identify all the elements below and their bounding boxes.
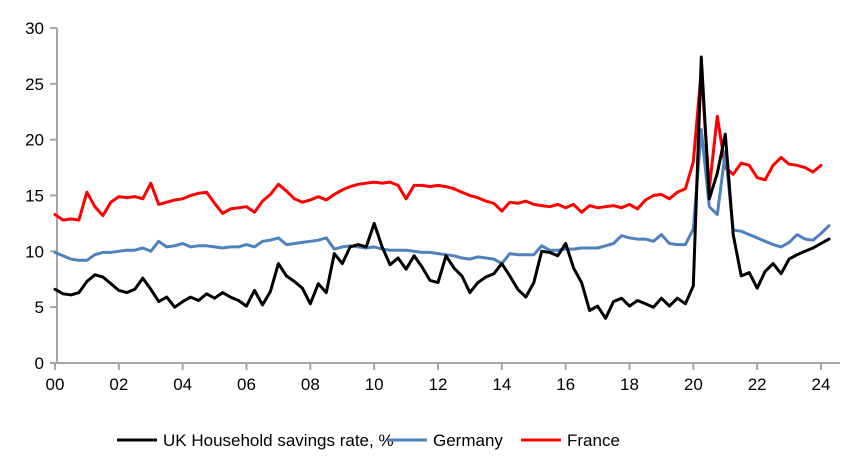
y-tick-label: 20 (25, 131, 44, 150)
y-tick-label: 5 (35, 298, 44, 317)
x-tick-label: 06 (237, 375, 256, 394)
axes: 0 5 10 15 20 25 30 00 02 04 06 08 10 12 14 16 18 20 22 24 (25, 19, 840, 394)
x-tick-label: 12 (429, 375, 448, 394)
legend: UK Household savings rate, % Germany Franc… (117, 431, 620, 450)
y-tick-label: 0 (35, 354, 44, 373)
x-tick-label: 08 (301, 375, 320, 394)
legend-item-france: France (521, 431, 620, 450)
x-tick-label: 10 (365, 375, 384, 394)
series-line-uk-household-savings-rate (53, 55, 831, 320)
y-tick-label: 30 (25, 19, 44, 38)
x-tick-label: 16 (556, 375, 575, 394)
legend-label: France (567, 431, 620, 450)
x-tick-label: 18 (620, 375, 639, 394)
x-tick-label: 14 (492, 375, 511, 394)
y-tick-label: 25 (25, 75, 44, 94)
x-tick-label: 22 (748, 375, 767, 394)
x-tick-label: 00 (46, 375, 65, 394)
x-tick-label: 24 (812, 375, 831, 394)
legend-item-uk-household-savings-rate: UK Household savings rate, % (117, 431, 394, 450)
x-tick-label: 20 (684, 375, 703, 394)
x-tick-label: 04 (173, 375, 192, 394)
y-tick-label: 15 (25, 187, 44, 206)
legend-item-germany: Germany (387, 431, 503, 450)
series-line-france (53, 68, 823, 222)
x-tick-label: 02 (109, 375, 128, 394)
legend-label: UK Household savings rate, % (163, 431, 394, 450)
series-line-germany (53, 128, 831, 266)
y-tick-label: 10 (25, 242, 44, 261)
legend-label: Germany (433, 431, 503, 450)
